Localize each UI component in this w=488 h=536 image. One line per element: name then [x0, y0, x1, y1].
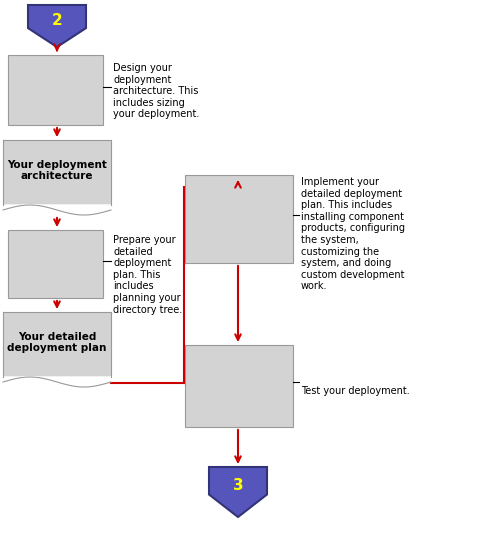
Polygon shape: [3, 205, 111, 215]
Text: Prepare your
detailed
deployment
plan. This
includes
planning your
directory tre: Prepare your detailed deployment plan. T…: [113, 235, 182, 315]
Polygon shape: [3, 377, 111, 387]
Bar: [3, 312, 111, 377]
Bar: [184, 175, 292, 263]
Text: Your detailed
deployment plan: Your detailed deployment plan: [7, 332, 106, 353]
Bar: [8, 55, 103, 125]
Text: Design your
deployment
architecture. This
includes sizing
your deployment.: Design your deployment architecture. Thi…: [113, 63, 199, 120]
Bar: [8, 230, 103, 298]
Polygon shape: [28, 5, 86, 47]
Text: Implement your
detailed deployment
plan. This includes
installing component
prod: Implement your detailed deployment plan.…: [301, 177, 404, 292]
Bar: [184, 345, 292, 427]
Text: 3: 3: [232, 479, 243, 494]
Text: 2: 2: [52, 13, 62, 28]
Text: Your deployment
architecture: Your deployment architecture: [7, 160, 107, 181]
Polygon shape: [208, 467, 266, 517]
Text: Test your deployment.: Test your deployment.: [301, 386, 409, 396]
Bar: [3, 140, 111, 205]
